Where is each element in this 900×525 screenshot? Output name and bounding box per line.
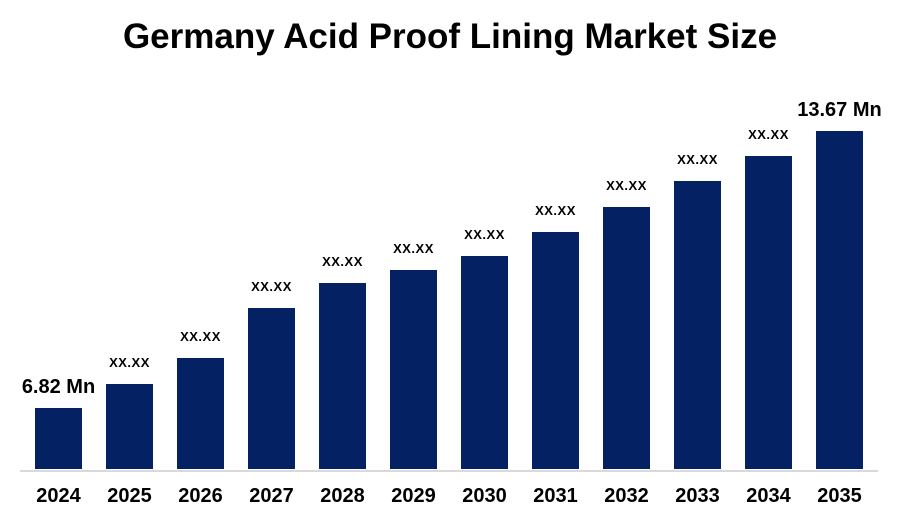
bar-2028	[319, 283, 366, 469]
bar-2027	[248, 308, 295, 469]
x-axis-tick-2035: 2035	[817, 485, 862, 507]
bar-2034	[745, 156, 792, 469]
x-axis-tick-2024: 2024	[36, 485, 81, 507]
bar-value-label-2024: 6.82 Mn	[21, 376, 96, 398]
x-axis-line	[20, 470, 878, 472]
bar-2025	[106, 384, 153, 469]
bar-value-label-2026: XX.XX	[180, 329, 221, 344]
bar-2035	[816, 131, 863, 469]
bar-2033	[674, 181, 721, 469]
x-axis-tick-2026: 2026	[178, 485, 223, 507]
bar-value-label-2033: XX.XX	[677, 152, 718, 167]
bar-2030	[461, 256, 508, 469]
x-axis-tick-2031: 2031	[533, 485, 578, 507]
bar-2031	[532, 232, 579, 469]
bar-2029	[390, 270, 437, 469]
bar-value-label-2034: XX.XX	[748, 127, 789, 142]
x-axis-tick-2030: 2030	[462, 485, 507, 507]
bar-value-label-2029: XX.XX	[393, 241, 434, 256]
x-axis-tick-2027: 2027	[249, 485, 294, 507]
x-axis-tick-2034: 2034	[746, 485, 791, 507]
bar-value-label-2035: 13.67 Mn	[797, 99, 882, 121]
bar-value-label-2031: XX.XX	[535, 203, 576, 218]
bar-value-label-2032: XX.XX	[606, 178, 647, 193]
chart-title: Germany Acid Proof Lining Market Size	[122, 17, 778, 56]
x-axis-tick-2029: 2029	[391, 485, 436, 507]
x-axis-tick-2032: 2032	[604, 485, 649, 507]
bar-2026	[177, 358, 224, 469]
x-axis-tick-2028: 2028	[320, 485, 365, 507]
bar-value-label-2025: XX.XX	[109, 355, 150, 370]
bar-value-label-2027: XX.XX	[251, 279, 292, 294]
bar-2032	[603, 207, 650, 469]
bar-2024	[35, 408, 82, 469]
bar-value-label-2030: XX.XX	[464, 227, 505, 242]
bar-value-label-2028: XX.XX	[322, 254, 363, 269]
x-axis-tick-2033: 2033	[675, 485, 720, 507]
x-axis-tick-2025: 2025	[107, 485, 152, 507]
